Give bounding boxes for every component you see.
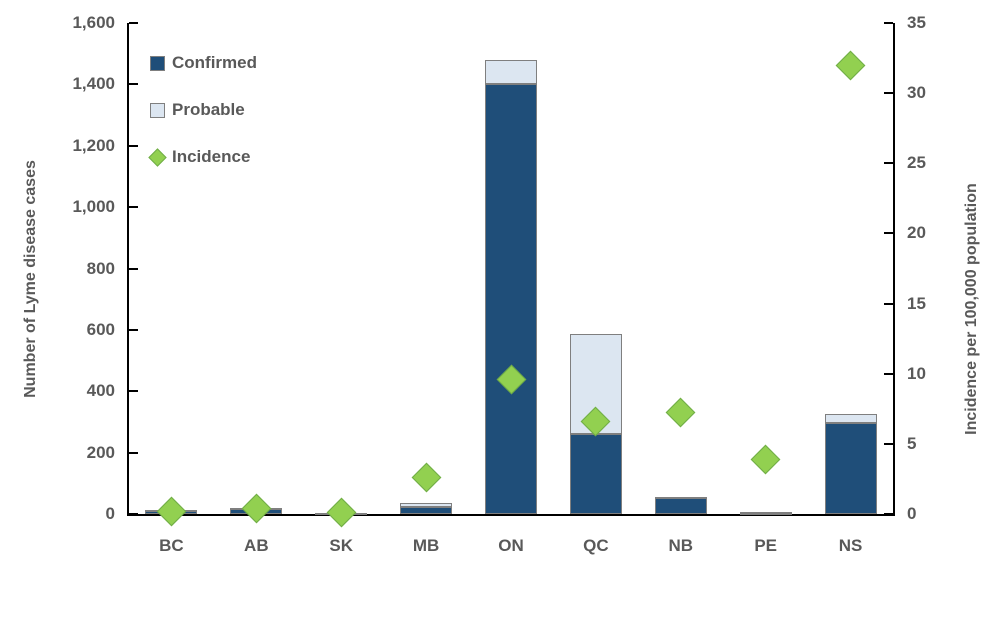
incidence-diamond-icon — [148, 147, 167, 167]
y-axis-tick-label-left: 200 — [86, 442, 115, 462]
bar-confirmed-MB — [400, 506, 453, 514]
y-axis-tick-label-left: 600 — [86, 319, 115, 339]
x-axis-label-NB: NB — [668, 536, 694, 555]
y-axis-tick-left — [129, 144, 138, 147]
marker-incidence-SK — [326, 497, 357, 528]
y-axis-tick-label-right: 10 — [907, 363, 926, 383]
y-axis-tick-label-left: 1,400 — [72, 74, 115, 94]
bar-confirmed-QC — [569, 434, 622, 514]
y-axis-line-right — [893, 23, 895, 516]
bar-probable-QC — [569, 334, 622, 435]
bar-probable-NS — [824, 414, 877, 424]
legend-label-confirmed: Confirmed — [172, 53, 257, 72]
y-axis-tick-right — [884, 22, 893, 24]
marker-incidence-NB — [665, 398, 696, 428]
legend: Confirmed Probable Incidence — [148, 50, 257, 191]
y-axis-tick-left — [129, 206, 138, 209]
y-axis-tick-label-right: 5 — [907, 433, 917, 453]
x-axis-line — [127, 514, 895, 516]
marker-incidence-AB — [241, 493, 272, 524]
bar-probable-MB — [400, 502, 453, 507]
x-axis-label-NS: NS — [838, 536, 863, 555]
x-axis-label-MB: MB — [412, 536, 440, 555]
y-axis-tick-right — [884, 442, 893, 445]
y-axis-tick-label-right: 15 — [907, 293, 926, 313]
bar-confirmed-NS — [824, 423, 877, 514]
y-axis-tick-left — [129, 451, 138, 454]
y-axis-tick-label-left: 1,000 — [72, 197, 115, 217]
legend-item-confirmed: Confirmed — [150, 50, 257, 76]
y-axis-tick-right — [884, 372, 893, 375]
y-axis-tick-right — [884, 513, 893, 515]
y-axis-line-left — [127, 23, 129, 516]
y-axis-title-left: Number of Lyme disease cases — [22, 160, 39, 398]
y-axis-tick-left — [129, 83, 138, 86]
marker-incidence-BC — [156, 496, 187, 527]
y-axis-tick-label-right: 20 — [907, 223, 926, 243]
bar-confirmed-ON — [485, 84, 537, 514]
x-axis-label-PE: PE — [754, 536, 777, 555]
legend-item-incidence: Incidence — [148, 144, 257, 170]
y-axis-tick-label-right: 25 — [907, 153, 926, 173]
legend-label-probable: Probable — [172, 100, 245, 119]
bar-probable-NB — [654, 497, 707, 500]
y-axis-tick-right — [884, 302, 893, 305]
x-axis-label-BC: BC — [159, 536, 184, 555]
y-axis-tick-label-left: 1,200 — [72, 135, 115, 155]
x-axis-label-SK: SK — [329, 536, 354, 555]
marker-incidence-PE — [750, 444, 781, 475]
y-axis-tick-left — [129, 267, 138, 270]
y-axis-tick-label-right: 35 — [907, 13, 926, 32]
y-axis-tick-left — [129, 328, 138, 331]
confirmed-swatch-icon — [150, 55, 165, 71]
y-axis-tick-right — [884, 92, 893, 95]
marker-incidence-MB — [411, 462, 441, 493]
y-axis-tick-right — [884, 162, 893, 165]
x-axis-label-ON: ON — [498, 536, 524, 555]
y-axis-tick-label-left: 400 — [86, 381, 115, 401]
y-axis-tick-label-left: 0 — [105, 504, 115, 523]
legend-label-incidence: Incidence — [172, 147, 251, 166]
y-axis-tick-label-right: 30 — [907, 83, 926, 103]
y-axis-tick-label-right: 0 — [907, 504, 917, 523]
x-axis-label-QC: QC — [583, 536, 609, 555]
bar-confirmed-NB — [654, 498, 707, 514]
legend-item-probable: Probable — [150, 97, 257, 123]
y-axis-tick-label-left: 1,600 — [72, 13, 115, 32]
y-axis-tick-left — [129, 513, 138, 515]
probable-swatch-icon — [150, 102, 165, 118]
y-axis-tick-right — [884, 232, 893, 235]
y-axis-tick-left — [129, 390, 138, 393]
y-axis-tick-label-left: 800 — [86, 258, 115, 278]
bar-probable-ON — [485, 59, 537, 85]
x-axis-label-AB: AB — [244, 536, 269, 555]
bar-probable-PE — [739, 512, 792, 515]
marker-incidence-NS — [835, 50, 866, 80]
y-axis-tick-left — [129, 22, 138, 24]
